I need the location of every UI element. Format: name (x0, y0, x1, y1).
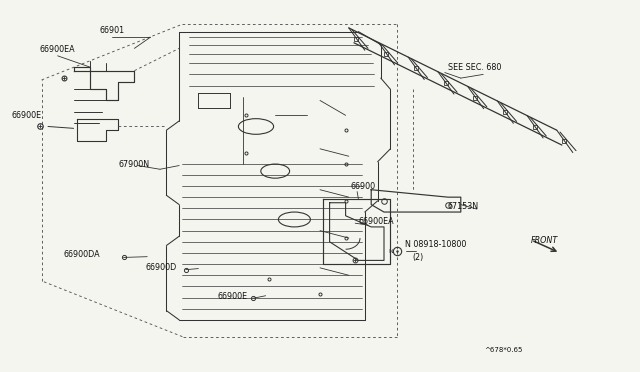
Text: 66900: 66900 (351, 182, 376, 191)
Text: 67153N: 67153N (448, 202, 479, 211)
Text: 66901: 66901 (99, 26, 124, 35)
Text: N 08918-10800: N 08918-10800 (405, 240, 467, 249)
Text: 66900EA: 66900EA (358, 217, 394, 226)
Text: (2): (2) (413, 253, 424, 262)
Text: 66900E: 66900E (12, 111, 42, 120)
Text: 66900E: 66900E (218, 292, 248, 301)
Text: FRONT: FRONT (531, 236, 559, 245)
Text: 66900D: 66900D (146, 263, 177, 272)
Text: 66900EA: 66900EA (40, 45, 76, 54)
Text: ^678*0.65: ^678*0.65 (484, 347, 523, 353)
Text: 66900DA: 66900DA (64, 250, 100, 259)
Text: SEE SEC. 680: SEE SEC. 680 (448, 63, 501, 72)
Text: N: N (388, 249, 393, 254)
Text: 67900N: 67900N (118, 160, 150, 169)
